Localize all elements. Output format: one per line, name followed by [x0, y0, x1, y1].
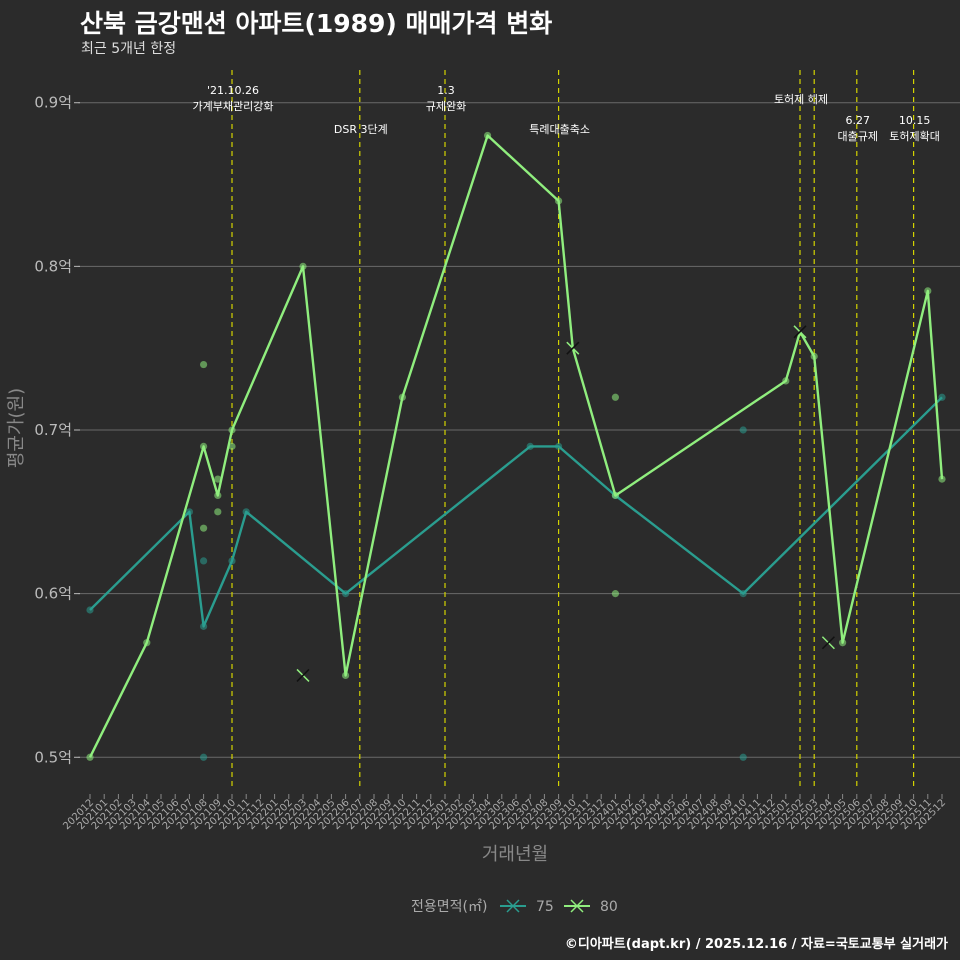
- source-caption: ©디아파트(dapt.kr) / 2025.12.16 / 자료=국토교통부 실…: [564, 937, 948, 952]
- y-tick-label: 0.6억: [34, 585, 72, 603]
- data-point-80: [200, 524, 208, 532]
- legend-item-80: 80: [564, 899, 618, 915]
- data-point-80: [611, 590, 620, 598]
- event-label: DSR 3단계: [334, 123, 388, 136]
- legend-marker: [570, 899, 584, 913]
- y-tick-label: 0.8억: [34, 257, 72, 275]
- x-axis-title: 거래년월: [482, 844, 548, 865]
- event-label: 규제완화: [426, 100, 466, 113]
- cross-stroke: [296, 668, 310, 682]
- legend-label: 80: [600, 899, 618, 915]
- data-point-80: [611, 393, 620, 401]
- data-point-75: [739, 426, 747, 434]
- legend-label: 75: [536, 899, 554, 915]
- event-label: 6.27: [846, 114, 871, 127]
- data-point-80: [200, 442, 208, 450]
- cross-marker-80: [821, 636, 835, 650]
- event-label: 토허제확대: [889, 130, 940, 143]
- cross-stroke: [821, 636, 835, 650]
- data-point-75: [200, 557, 208, 565]
- data-point-80: [214, 508, 222, 516]
- event-label: 대출규제: [838, 130, 878, 143]
- data-point-80: [839, 639, 847, 647]
- cross-marker-80: [793, 325, 807, 339]
- cross-stroke: [566, 341, 580, 355]
- event-label: 가계부채관리강화: [193, 100, 274, 113]
- chart-subtitle: 최근 5개년 한정: [81, 41, 177, 57]
- series-layer: [86, 131, 946, 761]
- series-line-80: [88, 134, 944, 758]
- data-point-75: [185, 508, 193, 516]
- data-point-75: [200, 753, 208, 761]
- data-point-75: [228, 557, 236, 565]
- cross-marker-80: [296, 668, 310, 682]
- axis-layer: 0.5억0.6억0.7억0.8억0.9억20201220210120210220…: [34, 94, 948, 832]
- grid-layer: [78, 102, 960, 758]
- data-point-75: [555, 442, 563, 450]
- data-point-80: [611, 491, 620, 500]
- data-point-80: [938, 475, 946, 483]
- y-tick-label: 0.9억: [34, 94, 72, 112]
- data-point-80: [200, 360, 208, 369]
- data-point-80: [143, 639, 151, 647]
- data-point-80: [342, 671, 350, 680]
- event-label: '21.10.26: [207, 84, 259, 97]
- event-label: 토허제 해제: [774, 92, 828, 106]
- data-point-80: [555, 197, 563, 205]
- data-point-80: [782, 377, 790, 385]
- data-point-75: [86, 606, 94, 614]
- cross-stroke: [793, 325, 807, 339]
- data-point-75: [938, 393, 946, 401]
- y-tick-label: 0.5억: [34, 748, 72, 766]
- event-label: 1.3: [437, 84, 455, 97]
- legend-item-75: 75: [500, 899, 554, 915]
- y-axis-title: 평균가(원): [6, 388, 27, 468]
- data-point-75: [739, 590, 747, 598]
- data-point-80: [299, 262, 307, 270]
- chart-title: 산북 금강맨션 아파트(1989) 매매가격 변화: [80, 9, 553, 38]
- event-label: 10.15: [899, 114, 931, 127]
- legend: 전용면적(㎡) 75 80: [411, 899, 618, 915]
- y-tick-label: 0.7억: [34, 421, 72, 439]
- legend-title: 전용면적(㎡): [411, 899, 487, 915]
- data-point-75: [242, 508, 250, 516]
- data-point-80: [228, 442, 236, 450]
- data-point-75: [526, 442, 534, 450]
- legend-marker: [506, 899, 520, 913]
- cross-marker-80: [566, 341, 580, 355]
- data-point-80: [398, 393, 406, 401]
- data-point-80: [214, 475, 222, 483]
- data-point-80: [228, 426, 236, 434]
- data-point-80: [214, 491, 222, 500]
- data-point-75: [200, 622, 208, 630]
- data-point-75: [739, 753, 747, 761]
- event-label: 특례대출축소: [529, 123, 590, 136]
- data-point-80: [86, 753, 94, 761]
- data-point-80: [924, 287, 932, 295]
- data-point-80: [810, 352, 818, 360]
- data-point-75: [342, 590, 350, 598]
- data-point-80: [484, 131, 492, 140]
